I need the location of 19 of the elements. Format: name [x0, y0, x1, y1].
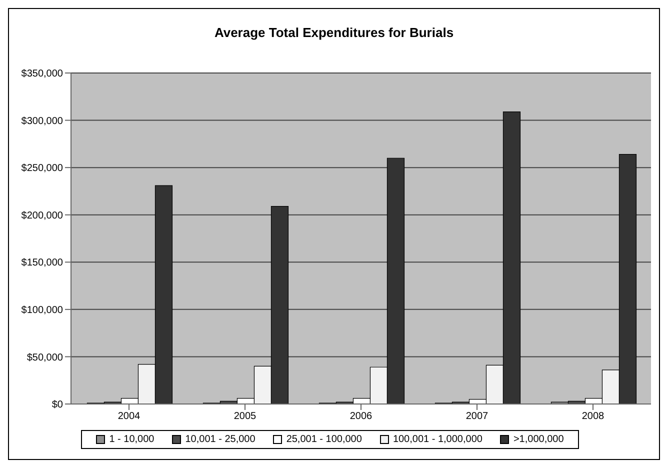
- x-tick-label: 2005: [234, 411, 257, 422]
- chart-title: Average Total Expenditures for Burials: [213, 24, 455, 42]
- legend-label: 10,001 - 25,000: [184, 434, 256, 445]
- y-tick-label: $250,000: [21, 163, 64, 174]
- y-tick-label: $200,000: [21, 210, 64, 222]
- legend-label: 25,001 - 100,000: [285, 434, 362, 445]
- x-tick-label: 2006: [350, 411, 373, 422]
- y-tick-label: $100,000: [21, 304, 64, 316]
- legend-label: >1,000,000: [512, 434, 564, 445]
- y-tick-label: $50,000: [26, 352, 64, 364]
- y-tick-label: $300,000: [21, 116, 64, 127]
- y-tick-label: $350,000: [21, 68, 64, 80]
- y-tick-label: $0: [52, 400, 64, 411]
- y-tick-label: $150,000: [21, 258, 64, 269]
- legend-label: 100,001 - 1,000,000: [392, 434, 482, 445]
- x-tick-label: 2008: [582, 411, 605, 422]
- x-tick-label: 2004: [118, 411, 141, 422]
- legend-label: 1 - 10,000: [108, 434, 154, 445]
- x-tick-label: 2007: [466, 411, 489, 422]
